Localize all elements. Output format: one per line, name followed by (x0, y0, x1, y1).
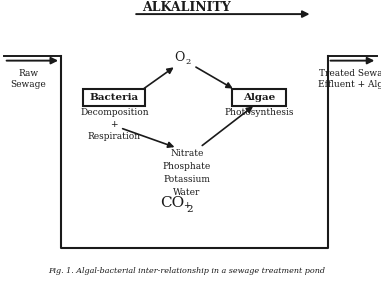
Text: 2: 2 (186, 58, 191, 66)
Text: Raw
Sewage: Raw Sewage (11, 69, 46, 89)
Text: Photosynthesis: Photosynthesis (224, 108, 294, 117)
FancyBboxPatch shape (83, 89, 146, 106)
Text: 2: 2 (186, 205, 192, 214)
Text: O: O (174, 51, 185, 64)
Text: ALKALINITY: ALKALINITY (142, 1, 231, 14)
Text: Decomposition
+
Respiration: Decomposition + Respiration (80, 108, 149, 141)
Text: CO: CO (160, 196, 185, 210)
Text: Bacteria: Bacteria (90, 93, 139, 102)
Text: Treated Sewage
Effluent + Algae: Treated Sewage Effluent + Algae (319, 69, 381, 89)
Text: Nitrate
Phosphate
Potassium
Water
+: Nitrate Phosphate Potassium Water + (163, 149, 211, 210)
FancyBboxPatch shape (232, 89, 287, 106)
Text: Fig. 1. Algal-bacterial inter-relationship in a sewage treatment pond: Fig. 1. Algal-bacterial inter-relationsh… (48, 267, 325, 275)
Text: Algae: Algae (243, 93, 275, 102)
